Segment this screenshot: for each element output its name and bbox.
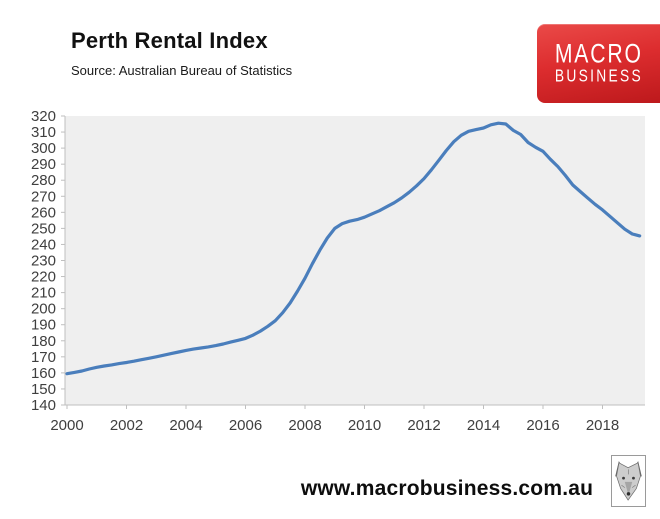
y-tick-label: 170 xyxy=(31,349,56,366)
website-url: www.macrobusiness.com.au xyxy=(300,477,594,500)
y-tick-label: 140 xyxy=(31,397,56,414)
macrobusiness-logo: MACRO BUSINESS xyxy=(537,24,660,103)
y-tick-label: 180 xyxy=(31,333,56,350)
y-tick-label: 260 xyxy=(31,204,56,221)
y-tick-label: 310 xyxy=(31,124,56,141)
y-tick-label: 210 xyxy=(31,285,56,302)
x-tick-label: 2012 xyxy=(407,417,440,434)
x-tick-label: 2010 xyxy=(348,417,381,434)
x-tick-label: 2018 xyxy=(586,417,619,434)
y-tick-label: 160 xyxy=(31,365,56,382)
chart-source: Source: Australian Bureau of Statistics xyxy=(71,63,293,78)
plot-area xyxy=(65,116,645,405)
y-tick-label: 190 xyxy=(31,317,56,334)
y-tick-label: 300 xyxy=(31,140,56,157)
x-tick-label: 2014 xyxy=(467,417,500,434)
x-tick-label: 2006 xyxy=(229,417,262,434)
y-tick-label: 230 xyxy=(31,253,56,270)
y-tick-label: 280 xyxy=(31,172,56,189)
y-tick-label: 290 xyxy=(31,156,56,173)
wolf-icon xyxy=(615,461,642,501)
x-tick-label: 2008 xyxy=(288,417,321,434)
y-tick-label: 220 xyxy=(31,269,56,286)
chart-title: Perth Rental Index xyxy=(71,28,268,53)
wolf-logo-box xyxy=(611,455,646,507)
logo-line-business: BUSINESS xyxy=(554,66,643,87)
x-tick-label: 2016 xyxy=(526,417,559,434)
series-line xyxy=(65,121,642,376)
y-tick-label: 320 xyxy=(31,108,56,125)
rental-index-chart: 1401501601701801902002102202302402502602… xyxy=(31,108,645,434)
y-tick-label: 250 xyxy=(31,220,56,237)
y-tick-label: 200 xyxy=(31,301,56,318)
y-tick-label: 150 xyxy=(31,381,56,398)
x-tick-label: 2004 xyxy=(169,417,202,434)
y-tick-label: 270 xyxy=(31,188,56,205)
x-tick-label: 2002 xyxy=(110,417,143,434)
x-tick-label: 2000 xyxy=(50,417,83,434)
logo-line-macro: MACRO xyxy=(554,37,643,69)
y-tick-label: 240 xyxy=(31,236,56,253)
